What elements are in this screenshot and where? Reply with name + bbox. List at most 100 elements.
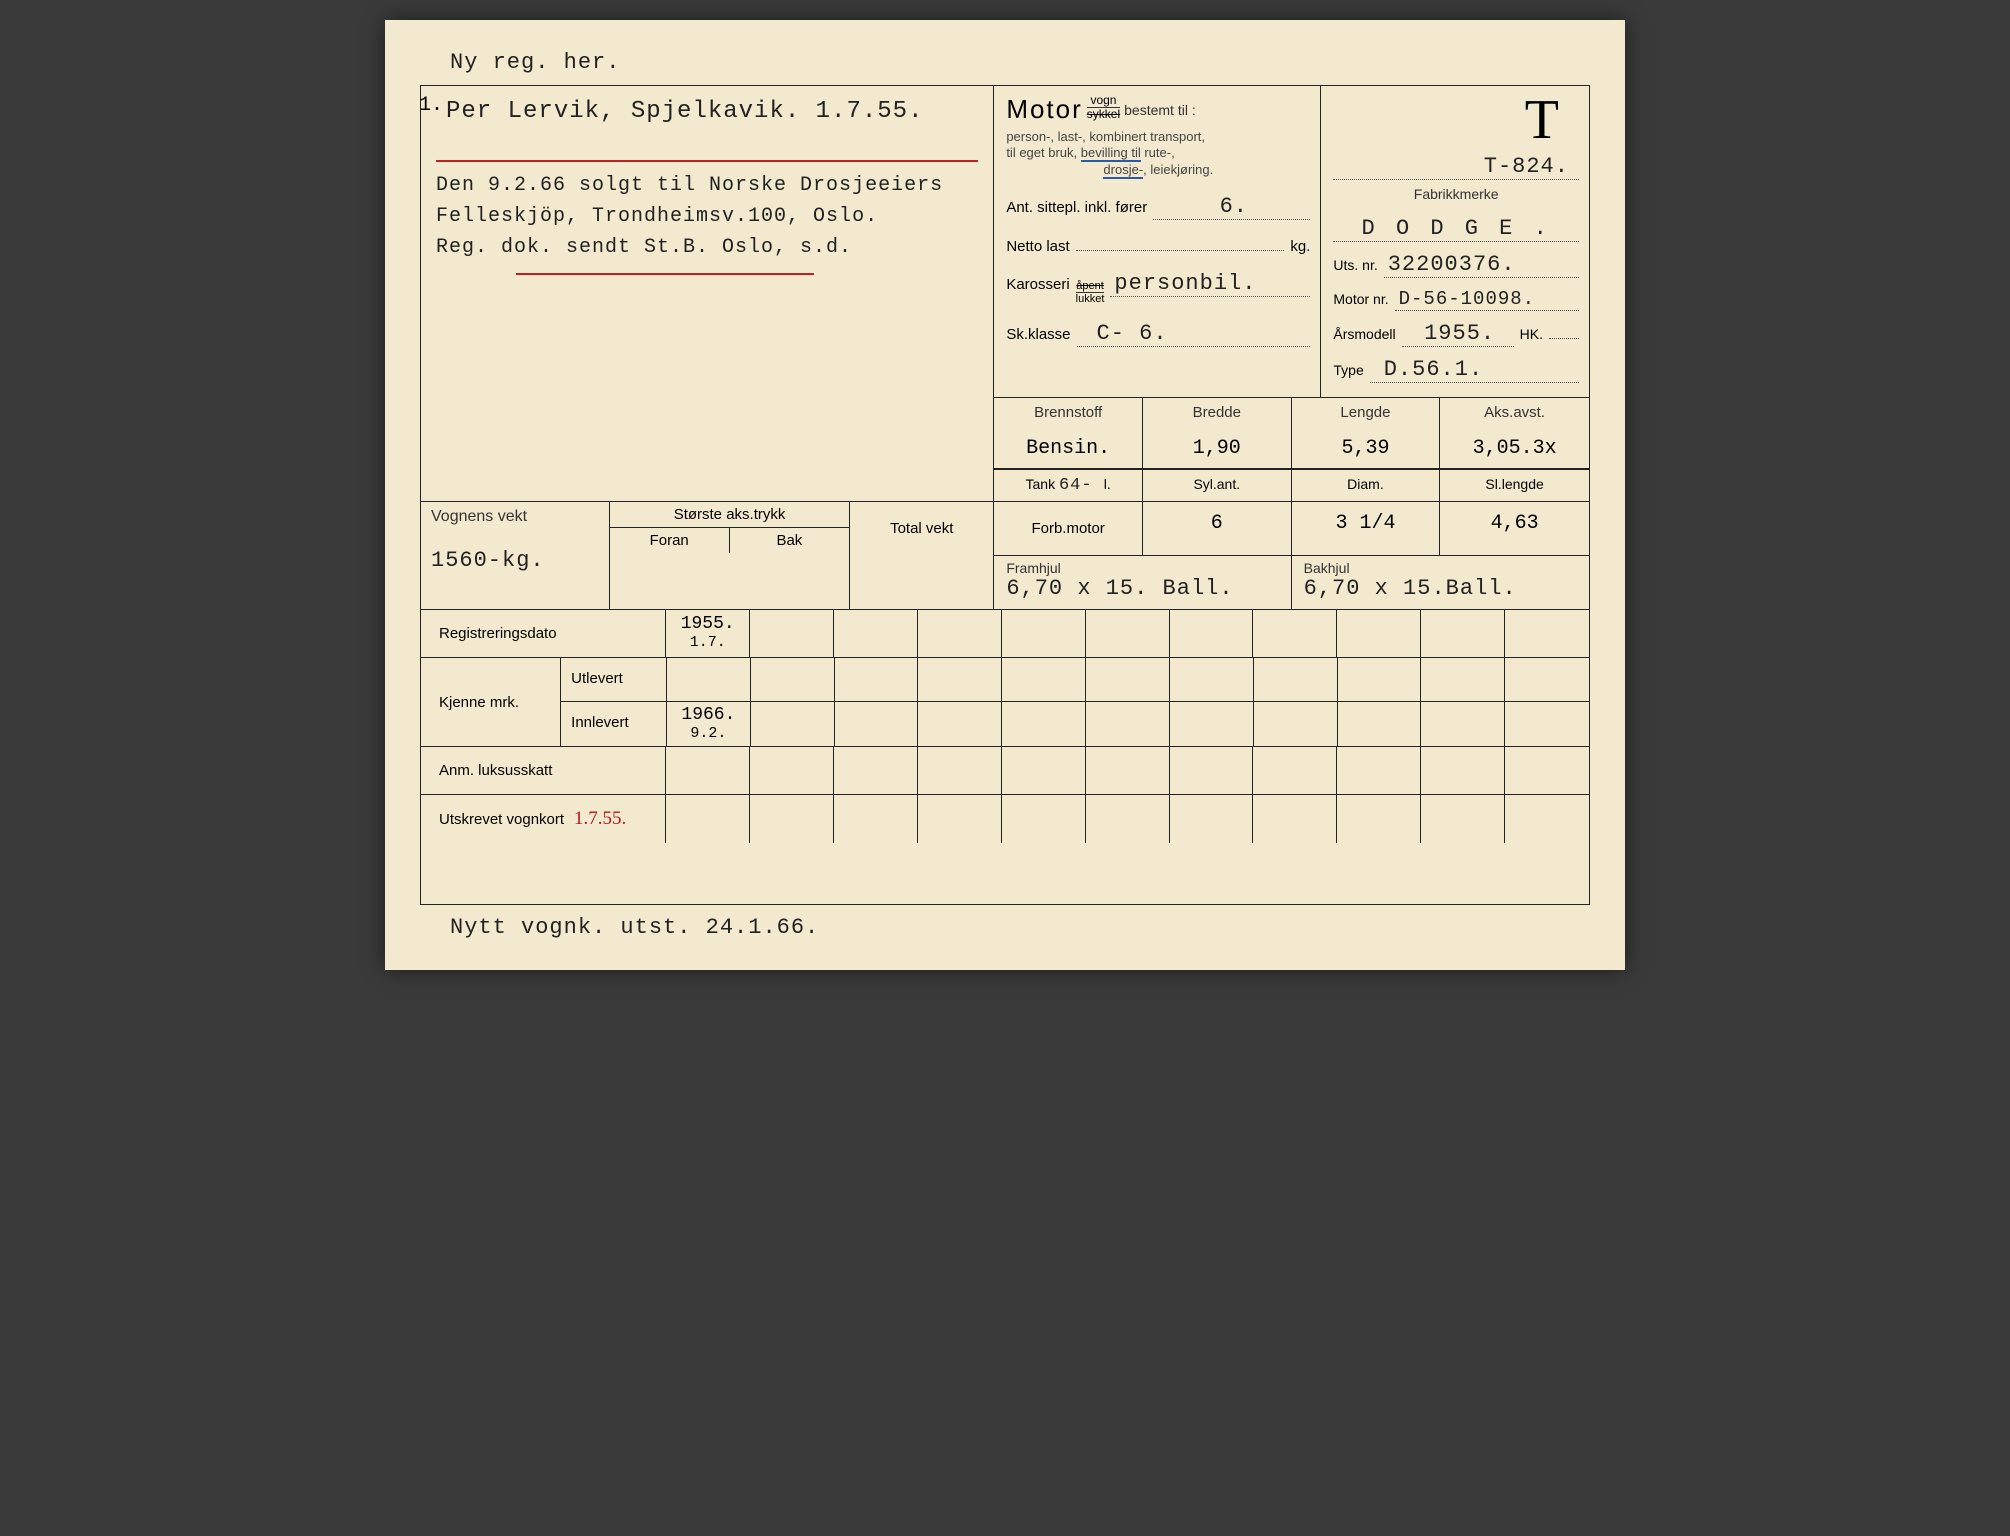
vogn-value: 1560-kg. [431,548,599,573]
vognkort-cell-4 [1002,795,1086,843]
vognkort-cell-9 [1421,795,1505,843]
utlevert-cell-9 [1421,658,1505,701]
ars-value: 1955. [1402,321,1514,347]
forb-v2: 6 [1143,502,1292,555]
spec-h4: Aks.avst. [1440,398,1589,427]
vognkort-cell-10 [1505,795,1589,843]
motor-title: Motor [1006,94,1082,125]
innlevert-label: Innlevert [561,702,667,746]
vogn-box: Vognens vekt 1560-kg. [421,502,610,609]
footer-note: Nytt vognk. utst. 24.1.66. [450,915,1590,940]
uts-value: 32200376. [1384,252,1579,278]
seats-row: Ant. sittepl. inkl. fører 6. [1006,194,1310,220]
sale-line-3: Reg. dok. sendt St.B. Oslo, s.d. [436,232,978,263]
netto-row: Netto last kg. [1006,236,1310,255]
reg-date-cell-4 [1002,610,1086,657]
index-number: 1. [419,94,443,117]
vognkort-cell-8 [1337,795,1421,843]
vognkort-cell-5 [1086,795,1170,843]
motor-desc2a: til eget bruk, [1006,145,1080,160]
aks-label: Største aks.trykk [610,502,849,528]
seats-value: 6. [1153,194,1310,220]
spec-h1: Brennstoff [994,398,1143,427]
vognkort-row: Utskrevet vognkort 1.7.55. [421,795,1589,843]
anm-cell-7 [1253,747,1337,794]
anm-row: Anm. luksusskatt [421,747,1589,795]
spec-h3: Lengde [1292,398,1441,427]
red-divider-2 [516,273,814,275]
reg-number: T-824. [1333,154,1579,180]
vogn-label: Vognens vekt [431,508,599,526]
innlevert-bot: 9.2. [673,726,744,743]
forb-v3: 3 1/4 [1292,502,1441,555]
vognkort-label-cell: Utskrevet vognkort 1.7.55. [421,795,666,843]
spec-s4: Sl.lengde [1440,469,1589,501]
fab-value: D O D G E . [1333,216,1579,242]
spec-v1: Bensin. [994,427,1143,468]
netto-value [1076,236,1285,251]
anm-cell-10 [1505,747,1589,794]
reg-date-label: Registreringsdato [421,610,666,657]
skklasse-value: C- 6. [1077,321,1311,347]
rear-wheel-label: Bakhjul [1304,560,1579,576]
innlevert-cell-9 [1421,702,1505,746]
innlevert-cell-4 [1002,702,1086,746]
netto-label: Netto last [1006,238,1069,255]
reg-date-cell-8 [1337,610,1421,657]
spec-s1-val: 64- [1059,476,1104,495]
vognkort-label: Utskrevet vognkort [439,811,564,828]
anm-cell-8 [1337,747,1421,794]
aks-box: Største aks.trykk Foran Bak [610,502,850,609]
innlevert-cell-6 [1170,702,1254,746]
red-divider-1 [436,160,978,162]
seats-label: Ant. sittepl. inkl. fører [1006,199,1147,216]
motor-frac-top: vogn [1087,94,1120,108]
motor-column: Motor vogn sykkel bestemt til : person-,… [994,86,1321,397]
motor-desc3b: , leiekjøring. [1143,162,1213,177]
spec-h2: Bredde [1143,398,1292,427]
forb-label: Forb.motor [994,502,1143,555]
vognkort-cell-6 [1170,795,1254,843]
utlevert-cell-8 [1338,658,1422,701]
owner-panel: 1. Per Lervik, Spjelkavik. 1.7.55. Den 9… [421,86,993,501]
motor-desc2b: rute-, [1141,145,1175,160]
motor-nr-label: Motor nr. [1333,291,1388,307]
innlevert-cell-7 [1254,702,1338,746]
reg-date-cell-3 [918,610,1002,657]
front-wheel-value: 6,70 x 15. Ball. [1006,576,1280,601]
reg-date-cell-9 [1421,610,1505,657]
innlevert-cell-5 [1086,702,1170,746]
utlevert-cell-7 [1254,658,1338,701]
utlevert-row: Utlevert [561,658,1589,702]
innlevert-cell-10 [1505,702,1589,746]
motor-desc2-underline: bevilling til [1081,145,1141,162]
spec-v3: 5,39 [1292,427,1441,468]
reg-date-cell-7 [1253,610,1337,657]
weight-panel: Vognens vekt 1560-kg. Største aks.trykk … [421,502,993,609]
header-note: Ny reg. her. [450,50,1590,75]
reg-date-cell-5 [1086,610,1170,657]
top-section: 1. Per Lervik, Spjelkavik. 1.7.55. Den 9… [421,86,1589,502]
reg-date-bot: 1.7. [672,635,743,652]
innlevert-row: Innlevert 1966. 9.2. [561,702,1589,746]
karosseri-lukket: lukket [1076,293,1105,305]
spec-s3: Diam. [1292,469,1441,501]
vognkort-handwritten: 1.7.55. [574,808,626,830]
ars-label: Årsmodell [1333,326,1395,342]
wheel-row: Framhjul 6,70 x 15. Ball. Bakhjul 6,70 x… [994,555,1589,609]
vognkort-cell-1 [750,795,834,843]
hk-label: HK. [1520,326,1543,342]
netto-unit: kg. [1290,238,1310,255]
spec-grid-3: Tank 64- l. Syl.ant. Diam. Sl.lengde [994,468,1589,501]
utlevert-cell-3 [918,658,1002,701]
spec-v4: 3,05.3x [1440,427,1589,468]
sale-line-2: Felleskjöp, Trondheimsv.100, Oslo. [436,201,978,232]
class-letter: T [1525,88,1559,152]
sale-line-1: Den 9.2.66 solgt til Norske Drosjeeiers [436,170,978,201]
kjenne-label: Kjenne mrk. [421,658,561,746]
utlevert-cell-4 [1002,658,1086,701]
karosseri-row: Karosseri åpent lukket personbil. [1006,271,1310,305]
vognkort-cell-3 [918,795,1002,843]
motor-desc3-underline: drosje- [1103,162,1143,179]
innlevert-top: 1966. [673,706,744,726]
